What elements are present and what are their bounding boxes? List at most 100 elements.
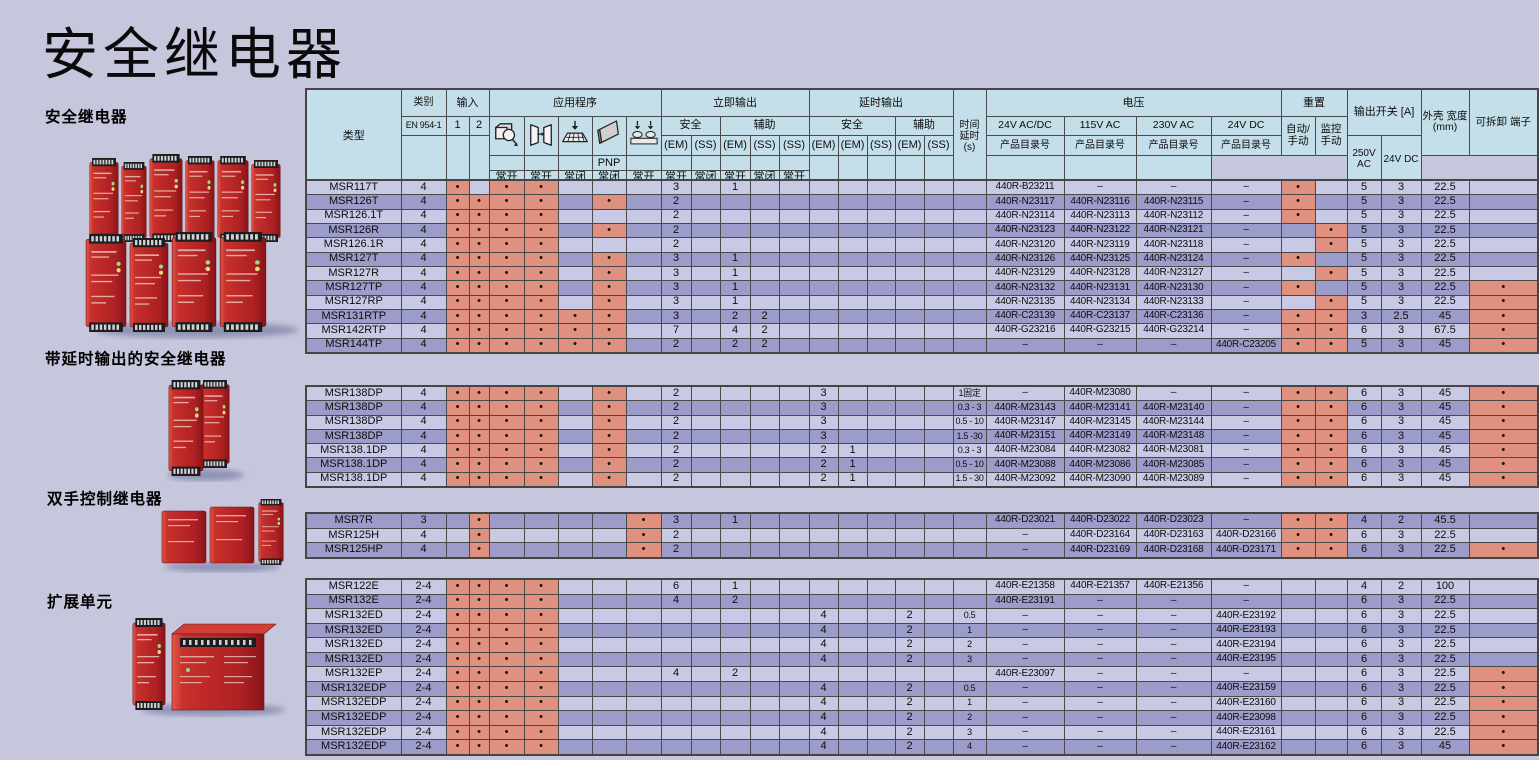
table-cell: 440R-M23147 xyxy=(985,414,1065,430)
table-cell xyxy=(625,237,662,253)
table-cell xyxy=(894,323,925,339)
col-header-applications: 应用程序 xyxy=(488,88,662,117)
table-cell: • xyxy=(1314,512,1348,529)
table-cell xyxy=(778,724,810,741)
table-cell xyxy=(837,578,868,595)
table-cell xyxy=(1314,622,1348,639)
table-cell: • xyxy=(1468,710,1539,726)
table-cell xyxy=(778,637,810,653)
table-cell: 440R-N23132 xyxy=(985,280,1065,296)
table-cell xyxy=(952,179,987,196)
table-cell: • xyxy=(445,294,470,310)
table-cell xyxy=(894,542,925,559)
table-cell: • xyxy=(1280,512,1316,529)
table-cell: 1.5 -30 xyxy=(952,428,987,445)
table-cell: • xyxy=(488,578,525,595)
table-cell: – xyxy=(1063,666,1137,682)
table-cell: • xyxy=(468,337,490,354)
table-cell: 3 xyxy=(1380,222,1422,239)
table-cell: 440R-E23193 xyxy=(1210,622,1282,639)
table-cell: 3 xyxy=(660,294,692,310)
table-cell: 3 xyxy=(1380,208,1422,225)
product-type-cell: MSR126T xyxy=(305,194,402,210)
table-cell: 4 xyxy=(400,471,447,488)
col-header-input: 输入 xyxy=(445,88,490,117)
table-cell xyxy=(468,179,490,196)
col-header-output-switch: 输出开关 [A] xyxy=(1346,88,1422,136)
table-cell: 4 xyxy=(719,323,751,339)
table-cell xyxy=(625,608,662,624)
product-type-cell: MSR125H xyxy=(305,527,402,544)
table-row: MSR132ED 2-4 • • • • 4 2 0.5– – –440R-E23192 6 3 22.5 xyxy=(305,608,1539,624)
table-cell: 3 xyxy=(1380,400,1422,416)
table-cell: 2 xyxy=(660,527,692,544)
table-cell xyxy=(837,308,868,325)
table-cell xyxy=(808,194,839,210)
table-cell: • xyxy=(468,578,490,595)
table-cell xyxy=(894,428,925,445)
table-cell xyxy=(923,695,954,712)
table-cell xyxy=(866,428,896,445)
table-cell: 6 xyxy=(1346,542,1382,559)
table-cell xyxy=(719,443,751,459)
table-cell xyxy=(660,695,692,712)
table-cell: 6 xyxy=(1346,622,1382,639)
col-header-reset-auto: 自动/手动 xyxy=(1280,115,1316,156)
table-cell xyxy=(749,457,780,473)
col-header-type: 类型 xyxy=(305,88,402,185)
table-cell xyxy=(923,443,954,459)
table-cell: • xyxy=(488,471,525,488)
table-cell: • xyxy=(523,681,559,697)
table-cell xyxy=(866,222,896,239)
table-cell xyxy=(866,194,896,210)
col-header-time-delay: 时间 延时 (s) xyxy=(952,88,987,185)
table-cell xyxy=(778,622,810,639)
table-cell: 3 xyxy=(1380,443,1422,459)
table-cell: 440R-N23128 xyxy=(1063,265,1137,282)
table-cell xyxy=(923,308,954,325)
table-cell: 4 xyxy=(400,308,447,325)
table-cell: – xyxy=(1063,179,1137,196)
table-cell: • xyxy=(488,724,525,741)
table-cell: • xyxy=(445,710,470,726)
table-cell xyxy=(625,443,662,459)
table-row: MSR131RTP 4 • • • • • • 3 2 2 440R-C23139 440R-C2313… xyxy=(305,308,1539,325)
table-cell xyxy=(591,593,627,610)
table-cell xyxy=(749,527,780,544)
table-cell xyxy=(719,208,751,225)
table-cell xyxy=(690,527,721,544)
table-cell: 2 xyxy=(808,471,839,488)
table-cell: 3 xyxy=(1380,414,1422,430)
table-cell: 2 xyxy=(1380,512,1422,529)
col-header-category: 类别 xyxy=(400,88,447,117)
table-cell: 2-4 xyxy=(400,578,447,595)
table-cell xyxy=(690,194,721,210)
product-type-cell: MSR117T xyxy=(305,179,402,196)
table-cell xyxy=(660,710,692,726)
table-cell: 45 xyxy=(1420,739,1470,756)
table-cell xyxy=(719,724,751,741)
table-cell xyxy=(625,593,662,610)
table-cell: – xyxy=(1063,651,1137,668)
table-cell xyxy=(625,308,662,325)
table-cell xyxy=(866,651,896,668)
table-cell: 4 xyxy=(400,400,447,416)
table-cell: – xyxy=(1063,724,1137,741)
table-cell xyxy=(749,651,780,668)
table-cell xyxy=(690,739,721,756)
table-cell: 22.5 xyxy=(1420,710,1470,726)
table-cell: 440R-M23081 xyxy=(1135,443,1212,459)
table-cell xyxy=(660,651,692,668)
table-cell: • xyxy=(591,194,627,210)
table-cell: 2 xyxy=(952,637,987,653)
table-cell: – xyxy=(1135,651,1212,668)
table-cell xyxy=(808,666,839,682)
table-cell xyxy=(808,237,839,253)
table-cell: – xyxy=(1135,385,1212,402)
table-cell xyxy=(866,337,896,354)
table-cell xyxy=(778,695,810,712)
table-cell: • xyxy=(591,471,627,488)
table-cell xyxy=(808,308,839,325)
table-cell: 4 xyxy=(400,542,447,559)
table-cell: 22.5 xyxy=(1420,265,1470,282)
